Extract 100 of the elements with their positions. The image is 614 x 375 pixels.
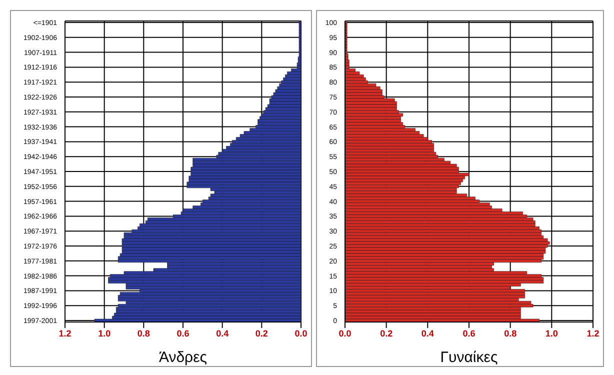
bar (345, 92, 382, 96)
bar (345, 149, 434, 152)
bar (122, 241, 301, 245)
x-axis-title: Άνδρες (158, 349, 208, 366)
bar (190, 170, 301, 174)
bar (140, 224, 301, 227)
bar (345, 140, 432, 144)
bar (202, 200, 301, 203)
bar (345, 259, 542, 263)
bar (345, 238, 548, 242)
bar (345, 250, 546, 254)
bar (122, 238, 301, 242)
bar (345, 101, 397, 105)
bar (108, 277, 301, 280)
bar (275, 89, 301, 93)
bar (345, 244, 548, 248)
bar (269, 98, 301, 102)
bar (240, 134, 301, 138)
bar (271, 95, 301, 99)
bar (94, 318, 301, 322)
bar (118, 298, 301, 302)
x-tick-label: 0.0 (338, 328, 352, 338)
bar (345, 134, 424, 138)
x-tick-label: 0.2 (255, 328, 268, 338)
bar (345, 116, 401, 120)
bar (285, 74, 301, 78)
bar (345, 277, 544, 280)
bar (345, 289, 525, 292)
bar (345, 176, 466, 180)
bar (345, 274, 542, 278)
x-tick-label: 0.6 (462, 328, 476, 338)
bar (122, 244, 301, 248)
bar (244, 131, 301, 134)
x-tick-label: 0.4 (216, 328, 229, 338)
bar (345, 128, 416, 132)
bar (120, 292, 301, 296)
bar (287, 72, 301, 75)
bar (345, 235, 544, 239)
bar (110, 274, 301, 278)
bar (262, 113, 301, 117)
bar (345, 182, 461, 186)
bar (186, 182, 301, 186)
bar (214, 190, 301, 194)
bar (345, 98, 395, 102)
bar (345, 143, 434, 146)
bar (345, 119, 401, 122)
bar (147, 218, 301, 221)
bar (345, 110, 399, 114)
bar (345, 172, 470, 176)
bar (345, 202, 490, 206)
bar (345, 137, 428, 140)
bar (210, 194, 301, 197)
bar (345, 218, 534, 221)
bar (345, 220, 536, 224)
bar (222, 149, 301, 152)
bar (345, 86, 380, 90)
bar (188, 176, 301, 180)
x-axis-title: Γυναίκες (440, 349, 498, 366)
bar (281, 80, 301, 84)
x-tick-label: 0.0 (294, 328, 308, 338)
x-tick-label: 1.2 (58, 328, 72, 338)
bar (265, 107, 301, 111)
bar (263, 110, 301, 114)
bar (345, 131, 420, 134)
bar (218, 152, 301, 156)
bar (345, 164, 457, 168)
bar (345, 256, 544, 260)
bar (345, 304, 534, 308)
bar (182, 208, 301, 212)
bar (345, 184, 459, 188)
bar (122, 247, 301, 251)
bar (345, 152, 436, 156)
x-tick-label: 0.8 (504, 328, 517, 338)
bar (345, 253, 544, 257)
bar (186, 184, 301, 188)
bar (114, 312, 301, 316)
x-tick-label: 1.0 (98, 328, 111, 338)
bar (345, 146, 434, 150)
bar (118, 304, 301, 308)
bar (236, 137, 301, 140)
bar (298, 60, 301, 63)
bar (188, 178, 301, 182)
bar (345, 280, 544, 284)
bar (258, 122, 301, 126)
bar (283, 77, 301, 81)
bar (277, 86, 301, 90)
bar (260, 116, 301, 120)
bar (345, 122, 404, 126)
bar (126, 286, 301, 290)
x-tick-label: 0.6 (176, 328, 190, 338)
bar (345, 224, 536, 227)
bar (345, 104, 397, 108)
bar (345, 72, 360, 75)
bar (345, 295, 525, 298)
bar (192, 160, 301, 164)
bar (269, 101, 301, 105)
bar (345, 77, 366, 81)
x-tick-label: 1.2 (586, 328, 600, 338)
bar (345, 318, 540, 322)
x-tick-label: 1.0 (545, 328, 558, 338)
